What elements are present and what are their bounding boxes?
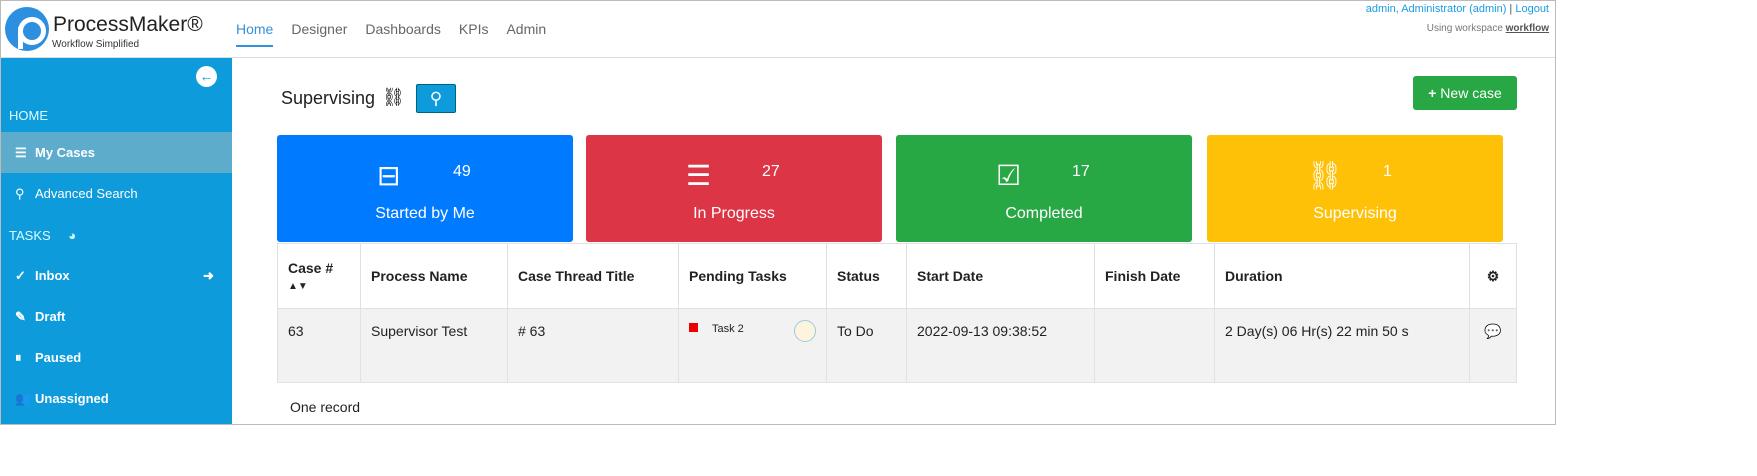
sidebar-item-label: Unassigned bbox=[35, 391, 109, 406]
card-count: 1 bbox=[1383, 163, 1392, 180]
top-header: ProcessMaker® Workflow Simplified Home D… bbox=[1, 1, 1555, 58]
sidebar-item-inbox[interactable]: ✓ Inbox ➜ bbox=[1, 255, 232, 296]
record-count: One record bbox=[290, 399, 361, 415]
cell-title: # 63 bbox=[507, 308, 679, 383]
sidebar-item-paused[interactable]: ⏸ Paused bbox=[1, 337, 232, 378]
cell-process: Supervisor Test bbox=[360, 308, 508, 383]
cases-table: Case # ▲▼ Process Name Case Thread Title … bbox=[277, 243, 1517, 383]
sidebar-item-label: Draft bbox=[35, 309, 66, 324]
sidebar-item-label: Inbox bbox=[35, 268, 70, 283]
col-label: Case # bbox=[288, 260, 334, 276]
card-label: Completed bbox=[1005, 205, 1083, 222]
check-circle-icon: ✓ bbox=[15, 268, 26, 283]
logout-link[interactable]: Logout bbox=[1515, 3, 1549, 15]
pie-chart-icon[interactable]: ◕ bbox=[68, 228, 77, 243]
collapse-sidebar-button[interactable]: ← bbox=[196, 66, 217, 87]
new-case-label: New case bbox=[1440, 85, 1502, 101]
tasks-icon: ☰ bbox=[686, 160, 712, 191]
sidebar-item-draft[interactable]: ✎ Draft bbox=[1, 296, 232, 337]
card-supervising[interactable]: ⛓ 1 Supervising bbox=[1207, 135, 1503, 242]
col-duration[interactable]: Duration bbox=[1214, 243, 1470, 309]
sidebar-item-label: Advanced Search bbox=[35, 186, 138, 201]
sidebar-item-advanced-search[interactable]: ⚲ Advanced Search bbox=[1, 173, 232, 214]
sidebar-item-unassigned[interactable]: 👥 Unassigned bbox=[1, 378, 232, 419]
users-icon: 👥 bbox=[15, 391, 32, 406]
card-count: 17 bbox=[1072, 163, 1090, 180]
pause-icon: ⏸ bbox=[15, 350, 22, 365]
comments-icon[interactable]: 💬 bbox=[1469, 308, 1517, 383]
card-in-progress[interactable]: ☰ 27 In Progress bbox=[586, 135, 882, 242]
page-title: Supervising bbox=[281, 88, 376, 108]
task-name[interactable]: Task 2 bbox=[712, 323, 744, 335]
card-count: 49 bbox=[453, 163, 471, 180]
nav-home[interactable]: Home bbox=[236, 21, 274, 47]
settings-icon[interactable]: ⚙ bbox=[1469, 243, 1517, 309]
col-status[interactable]: Status bbox=[826, 243, 907, 309]
workspace-info: Using workspace workflow bbox=[1427, 23, 1549, 34]
cell-duration: 2 Day(s) 06 Hr(s) 22 min 50 s bbox=[1214, 308, 1470, 383]
col-case[interactable]: Case # ▲▼ bbox=[277, 243, 361, 309]
sidebar-item-label: My Cases bbox=[35, 145, 95, 160]
col-title[interactable]: Case Thread Title bbox=[507, 243, 679, 309]
col-finish[interactable]: Finish Date bbox=[1094, 243, 1215, 309]
user-avatar[interactable] bbox=[794, 320, 816, 342]
table-row[interactable]: 63 Supervisor Test # 63 Task 2 To Do 202… bbox=[277, 308, 1517, 383]
col-start[interactable]: Start Date bbox=[906, 243, 1095, 309]
cell-case: 63 bbox=[277, 308, 361, 383]
cell-status: To Do bbox=[826, 308, 907, 383]
search-icon: ⚲ bbox=[15, 186, 25, 201]
main-nav: Home Designer Dashboards KPIs Admin bbox=[227, 21, 555, 47]
brand-name: ProcessMaker® bbox=[53, 13, 203, 36]
task-status-square bbox=[689, 323, 698, 332]
brand-tagline: Workflow Simplified bbox=[52, 39, 140, 50]
card-label: Started by Me bbox=[375, 205, 475, 222]
workspace-link[interactable]: workflow bbox=[1505, 23, 1549, 34]
binoculars-icon: ⛓ bbox=[382, 87, 405, 107]
main-content: Supervising ⛓ ⚲ + New case ⊟ 49 Started by… bbox=[232, 58, 1555, 424]
inbox-icon: ⊟ bbox=[377, 160, 401, 191]
processmaker-logo bbox=[5, 7, 49, 51]
card-count: 27 bbox=[762, 163, 780, 180]
arrow-right-icon[interactable]: ➜ bbox=[203, 268, 214, 283]
sidebar-item-label: Paused bbox=[35, 350, 82, 365]
check-square-icon: ☑ bbox=[996, 160, 1022, 191]
nav-dashboards[interactable]: Dashboards bbox=[365, 21, 441, 37]
sidebar: ← HOME ☰ My Cases ⚲ Advanced Search TASKS … bbox=[1, 58, 232, 424]
nav-designer[interactable]: Designer bbox=[291, 21, 348, 37]
new-case-button[interactable]: + New case bbox=[1413, 76, 1517, 110]
sort-icon[interactable]: ▲▼ bbox=[288, 281, 308, 292]
cell-finish bbox=[1094, 308, 1215, 383]
edit-icon: ✎ bbox=[15, 309, 26, 324]
nav-kpis[interactable]: KPIs bbox=[458, 21, 489, 37]
cell-start: 2022-09-13 09:38:52 bbox=[906, 308, 1095, 383]
sidebar-item-my-cases[interactable]: ☰ My Cases bbox=[1, 132, 232, 173]
section-tasks: TASKS ◕ bbox=[9, 228, 76, 243]
nav-admin[interactable]: Admin bbox=[506, 21, 547, 37]
plus-icon: + bbox=[1428, 85, 1437, 101]
section-tasks-label: TASKS bbox=[9, 228, 51, 243]
card-completed[interactable]: ☑ 17 Completed bbox=[896, 135, 1192, 242]
user-name[interactable]: admin, Administrator (admin) bbox=[1365, 3, 1507, 15]
col-pending[interactable]: Pending Tasks bbox=[678, 243, 827, 309]
binoculars-icon: ⛓ bbox=[1307, 160, 1343, 191]
card-started-by-me[interactable]: ⊟ 49 Started by Me bbox=[277, 135, 573, 242]
card-label: Supervising bbox=[1313, 205, 1397, 222]
cell-pending: Task 2 bbox=[678, 308, 827, 383]
workspace-label: Using workspace bbox=[1426, 23, 1506, 34]
sliders-icon: ☰ bbox=[15, 145, 27, 160]
user-info: admin, Administrator (admin) | Logout bbox=[1365, 3, 1549, 15]
section-home: HOME bbox=[9, 108, 48, 123]
search-button[interactable]: ⚲ bbox=[416, 84, 456, 113]
col-process[interactable]: Process Name bbox=[360, 243, 508, 309]
table-header: Case # ▲▼ Process Name Case Thread Title … bbox=[277, 243, 1517, 309]
card-label: In Progress bbox=[693, 205, 775, 222]
